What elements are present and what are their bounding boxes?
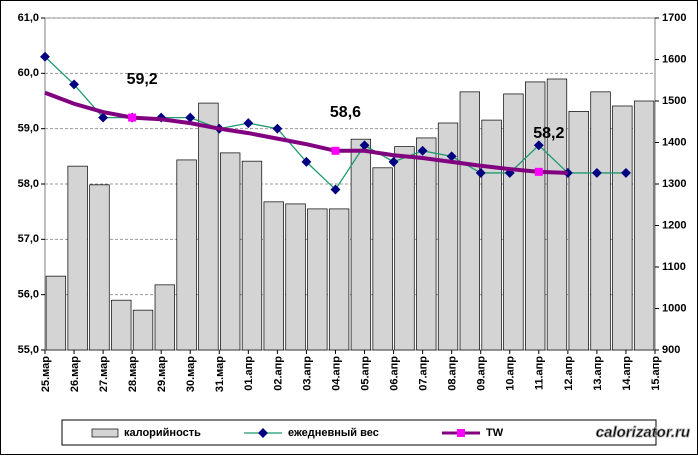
bar (198, 102, 219, 351)
bar (307, 208, 328, 351)
marker (69, 79, 79, 90)
marker (475, 167, 486, 178)
x-tick-label: 02.апр (272, 356, 284, 391)
legend-swatch (91, 428, 119, 438)
x-tick-label: 26.мар (69, 356, 81, 392)
bar (45, 275, 67, 351)
bar (633, 100, 655, 351)
value-label: 58,6 (330, 104, 361, 121)
x-tick-label: 13.апр (592, 356, 604, 391)
y2-tick-label: 1200 (662, 219, 686, 231)
x-tick-label: 03.апр (301, 356, 313, 391)
y-tick-label: 60,0 (18, 67, 39, 79)
bar (394, 146, 415, 351)
bar (154, 284, 175, 351)
bar (285, 203, 306, 351)
x-tick-label: 30.мар (185, 356, 197, 392)
y2-tick-label: 1000 (662, 302, 686, 314)
x-tick-label: 01.апр (243, 356, 255, 391)
legend-marker (258, 428, 268, 438)
bar (416, 137, 437, 351)
x-tick-label: 06.апр (388, 356, 400, 391)
x-tick-label: 29.мар (156, 356, 168, 392)
marker (417, 145, 428, 156)
legend-label: ежедневный вес (288, 427, 379, 439)
bar (459, 91, 480, 351)
x-tick-label: 05.апр (359, 356, 371, 391)
marker (98, 112, 109, 123)
bar (546, 78, 568, 351)
x-tick-label: 11.апр (534, 356, 546, 390)
marker (331, 146, 340, 155)
y2-tick-label: 1300 (662, 178, 686, 190)
bar (372, 167, 393, 351)
bar (350, 138, 372, 351)
marker (185, 112, 196, 123)
y2-tick-label: 1500 (662, 95, 686, 107)
bar (89, 184, 110, 351)
x-tick-label: 04.апр (330, 356, 342, 391)
marker (359, 140, 370, 151)
marker (591, 167, 602, 178)
x-tick-label: 25.мар (40, 356, 52, 392)
value-label: 59,2 (127, 71, 158, 88)
bar (612, 105, 633, 351)
bar (525, 81, 546, 351)
x-tick-label: 28.мар (127, 356, 139, 392)
x-tick-label: 15.апр (650, 356, 662, 391)
watermark: calorizator.ru (596, 424, 690, 441)
y2-tick-label: 1600 (662, 53, 686, 65)
y-tick-label: 55,0 (18, 344, 39, 356)
bar (241, 160, 263, 351)
bar (220, 152, 241, 351)
x-tick-label: 14.апр (621, 356, 633, 391)
y2-tick-label: 1100 (662, 261, 686, 273)
x-tick-label: 09.апр (476, 356, 488, 391)
y-tick-label: 59,0 (18, 123, 39, 135)
marker (446, 151, 457, 162)
legend-label: калорийность (124, 427, 201, 439)
bar (67, 165, 88, 351)
bar (176, 159, 197, 351)
bar (111, 299, 132, 351)
x-tick-label: 12.апр (563, 356, 575, 391)
marker (272, 123, 283, 134)
x-tick-label: 27.мар (98, 356, 110, 392)
legend-marker (457, 429, 465, 437)
bar (503, 93, 524, 351)
y2-tick-label: 1400 (662, 136, 686, 148)
bar (132, 309, 154, 351)
x-tick-label: 07.апр (418, 356, 430, 391)
marker (388, 156, 399, 167)
x-tick-label: 31.мар (214, 356, 226, 392)
y-tick-label: 56,0 (18, 289, 39, 301)
x-tick-label: 08.апр (447, 356, 459, 391)
bar (437, 122, 459, 351)
y2-tick-label: 900 (662, 344, 680, 356)
y-tick-label: 61,0 (18, 12, 39, 24)
bar (590, 91, 611, 351)
marker (534, 167, 543, 176)
legend-label: TW (486, 427, 504, 439)
marker (330, 184, 341, 195)
marker (40, 51, 50, 62)
y2-tick-label: 1700 (662, 12, 686, 24)
marker (128, 113, 137, 122)
marker (621, 167, 631, 178)
y-tick-label: 58,0 (18, 178, 39, 190)
value-label: 58,2 (533, 125, 564, 142)
bar (481, 119, 502, 351)
y-tick-label: 57,0 (18, 233, 39, 245)
marker (533, 140, 544, 151)
marker (301, 156, 312, 167)
legend (61, 419, 657, 446)
x-tick-label: 10.апр (505, 356, 517, 391)
marker (243, 118, 254, 129)
bar (328, 208, 350, 351)
bar (263, 201, 284, 351)
bar (568, 111, 589, 351)
